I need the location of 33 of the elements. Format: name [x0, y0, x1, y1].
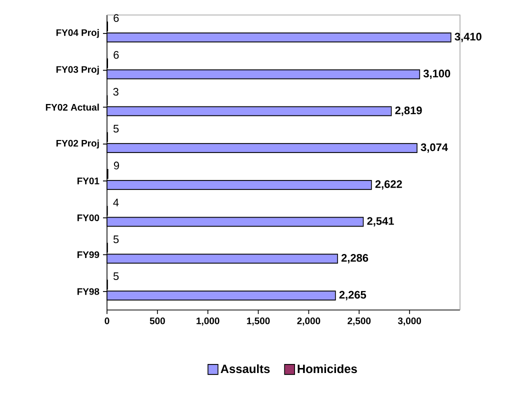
data-label: 2,286: [341, 254, 368, 264]
x-tick-label: 1,500: [247, 318, 270, 326]
y-tick-label: FY04 Proj: [56, 29, 99, 38]
data-label: 2,622: [375, 180, 402, 190]
data-label: 3,410: [454, 32, 482, 42]
legend-label: Homicides: [298, 364, 357, 374]
data-label: 5: [113, 236, 119, 244]
x-tick-label: 1,000: [196, 318, 220, 326]
data-label: 2,541: [367, 217, 394, 226]
x-tick-label: 3,000: [398, 318, 422, 326]
x-tick-label: 2,000: [297, 318, 320, 326]
data-label: 9: [114, 162, 120, 170]
data-label: 2,265: [339, 290, 366, 300]
data-label: 4: [113, 198, 119, 206]
y-tick-label: FY02 Proj: [56, 140, 99, 148]
data-label: 5: [113, 124, 119, 133]
y-tick-label: FY03 Proj: [56, 66, 99, 75]
data-label: 3: [113, 88, 118, 96]
data-label: 2,819: [395, 106, 422, 116]
y-tick-label: FY00: [78, 214, 100, 222]
data-label: 3,100: [423, 70, 450, 79]
y-tick-label: FY98: [78, 288, 100, 295]
y-tick-label: FY99: [78, 251, 100, 258]
x-tick-label: 2,500: [348, 318, 371, 326]
data-label: 3,074: [420, 143, 448, 153]
x-tick-label: 0: [104, 318, 110, 324]
legend-label: Assaults: [220, 364, 270, 374]
y-tick-label: FY02 Actual: [46, 104, 99, 111]
x-tick-label: 500: [150, 318, 165, 324]
y-tick-label: FY01: [78, 178, 100, 184]
data-label: 6: [114, 51, 119, 59]
data-label: 6: [114, 14, 119, 22]
data-label: 5: [113, 272, 119, 280]
